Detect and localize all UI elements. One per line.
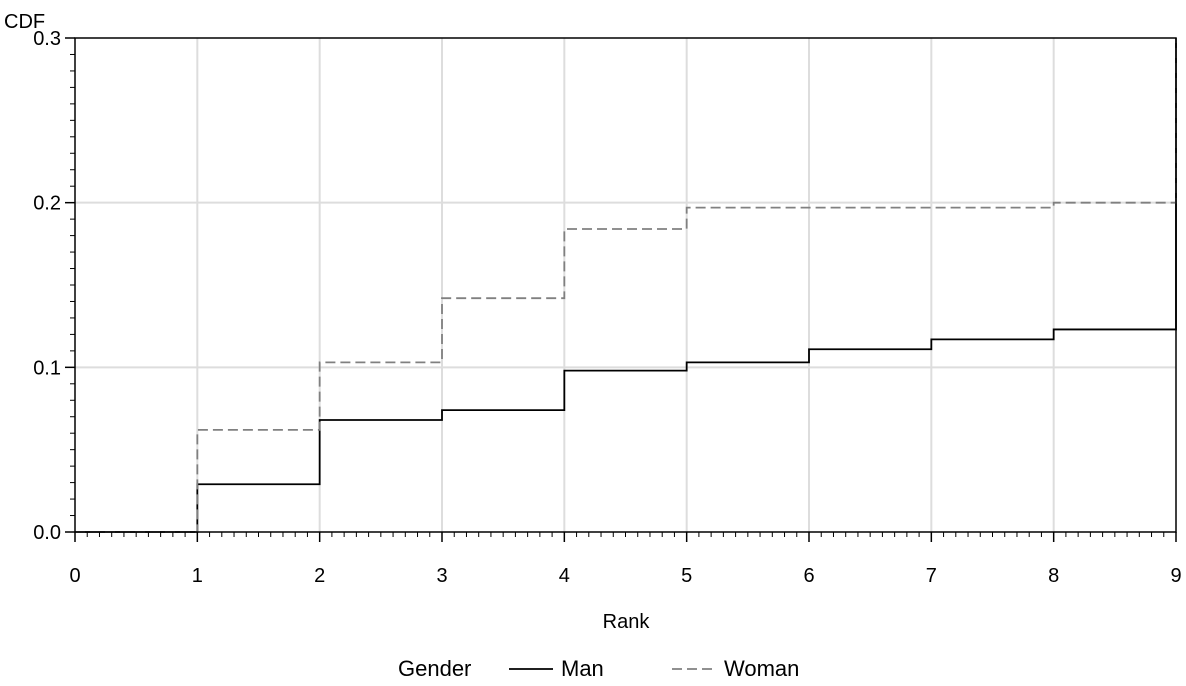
x-tick-label: 4: [559, 565, 570, 587]
x-tick-label: 6: [803, 565, 814, 587]
legend: Gender Man Woman: [398, 656, 799, 681]
series-line-woman: [75, 38, 1177, 533]
y-tick-label: 0.1: [33, 357, 61, 379]
series-line-man: [75, 38, 1177, 533]
y-tick-label: 0.3: [33, 28, 61, 50]
legend-label-man: Man: [561, 656, 604, 681]
x-axis: 0 1 2 3 4 5 6 7 8 9: [69, 532, 1182, 587]
grid: [75, 38, 1176, 532]
y-axis: 0.0 0.1 0.2 0.3: [33, 28, 75, 544]
series-layer: [75, 38, 1177, 533]
legend-label-woman: Woman: [724, 656, 799, 681]
y-axis-title: CDF: [4, 11, 45, 33]
x-tick-label: 9: [1170, 565, 1181, 587]
x-tick-label: 1: [192, 565, 203, 587]
x-axis-title: Rank: [603, 611, 651, 633]
x-tick-label: 7: [926, 565, 937, 587]
legend-title: Gender: [398, 656, 471, 681]
y-tick-label: 0.0: [33, 522, 61, 544]
y-tick-label: 0.2: [33, 193, 61, 215]
plot-frame: [74, 37, 1177, 533]
x-tick-label: 8: [1048, 565, 1059, 587]
x-tick-label: 0: [69, 565, 80, 587]
x-tick-label: 3: [436, 565, 447, 587]
x-tick-label: 2: [314, 565, 325, 587]
x-tick-label: 5: [681, 565, 692, 587]
